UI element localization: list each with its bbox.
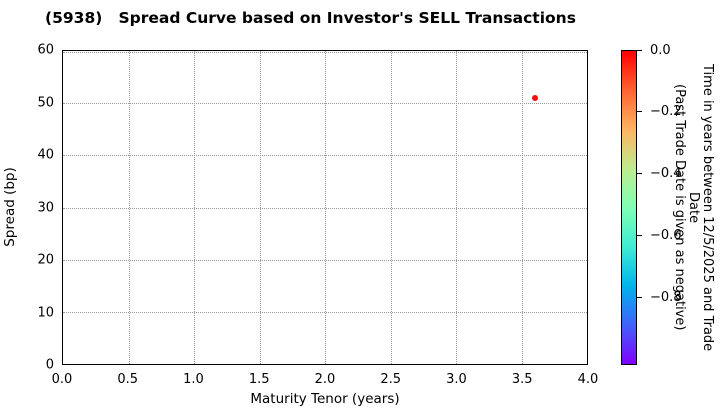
y-tick-40: 40: [37, 147, 54, 163]
gridline-y-40: [63, 155, 587, 157]
x-tick-1.0: 1.0: [183, 372, 204, 387]
scatter-point: [531, 94, 538, 101]
colorbar-tick-label: −0.6: [650, 227, 682, 243]
colorbar-tick-mark: [637, 296, 642, 298]
x-tick-3.0: 3.0: [446, 372, 467, 387]
x-tick-1.5: 1.5: [248, 372, 270, 387]
colorbar-tick-mark: [637, 111, 642, 113]
gridline-y-50: [63, 103, 587, 105]
colorbar-ticks: 0.0 −0.2 −0.4 −0.6 −0.8: [637, 43, 697, 365]
colorbar-tick--0.6: −0.6: [637, 227, 682, 243]
colorbar-tick-0.0: 0.0: [637, 42, 671, 58]
colorbar-tick-mark: [637, 234, 642, 236]
gridline-y-30: [63, 207, 587, 209]
colorbar-tick--0.2: −0.2: [637, 104, 682, 120]
plot-area: [62, 50, 588, 365]
x-tick-0.5: 0.5: [117, 372, 139, 387]
gridline-y-10: [63, 311, 587, 313]
x-axis-label: Maturity Tenor (years): [250, 391, 400, 407]
colorbar-gradient: [621, 50, 637, 365]
colorbar-tick--0.4: −0.4: [637, 166, 682, 182]
x-tick-0.0: 0.0: [51, 372, 73, 387]
x-tick-3.5: 3.5: [511, 372, 533, 387]
y-tick-60: 60: [37, 42, 54, 58]
colorbar-tick-mark: [637, 173, 642, 175]
y-tick-10: 10: [37, 305, 54, 320]
chart-title: (5938) Spread Curve based on Investor's …: [45, 9, 576, 27]
x-tick-2.0: 2.0: [314, 372, 336, 387]
colorbar-tick--0.8: −0.8: [637, 289, 682, 305]
x-tick-4.0: 4.0: [577, 372, 599, 387]
colorbar-tick-label: 0.0: [650, 42, 671, 58]
x-tick-row: 0.0 0.5 1.0 1.5 2.0 2.5 3.0 3.5 4.0: [52, 372, 599, 388]
colorbar-tick-label: −0.4: [650, 166, 682, 182]
y-tick-0: 0: [45, 357, 54, 373]
y-tick-50: 50: [37, 95, 54, 110]
colorbar-tick-label: −0.2: [650, 104, 682, 120]
x-tick-2.5: 2.5: [380, 372, 402, 387]
colorbar-axis-label: Time in years between 12/5/2025 and Trad…: [672, 63, 715, 352]
y-axis-label: Spread (bp): [2, 167, 18, 247]
y-tick-20: 20: [37, 252, 54, 268]
gridline-y-60: [63, 52, 587, 53]
y-tick-30: 30: [37, 200, 54, 215]
colorbar-tick-mark: [637, 49, 642, 51]
colorbar-tick-label: −0.8: [650, 289, 682, 305]
gridline-y-20: [63, 259, 587, 261]
